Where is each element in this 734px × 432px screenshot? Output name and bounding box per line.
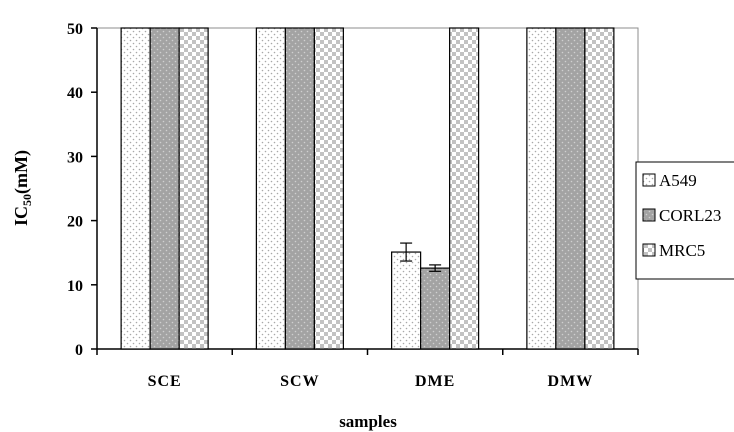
y-tick-label: 40 <box>67 85 83 102</box>
y-tick-label: 10 <box>67 278 83 295</box>
y-axis-ticks: 0 10 20 30 40 50 <box>67 21 97 359</box>
y-tick-label: 50 <box>67 21 83 38</box>
x-tick-label: DME <box>415 373 455 390</box>
legend-label-corl23: CORL23 <box>659 206 721 225</box>
bar-mrc5-scw <box>313 27 344 350</box>
bar-corl23-dme <box>420 267 451 350</box>
legend-label-mrc5: MRC5 <box>659 241 705 260</box>
bar-a549-dme <box>391 251 422 350</box>
legend-swatch-a549 <box>642 173 656 187</box>
error-bar-a549-dme <box>400 242 413 262</box>
y-tick-label: 30 <box>67 149 83 166</box>
bar-mrc5-dmw <box>584 27 615 350</box>
y-tick-label: 0 <box>75 342 83 359</box>
bars <box>120 27 615 350</box>
bar-a549-scw <box>255 27 286 350</box>
y-axis-title: IC50(mM) <box>11 150 34 226</box>
bar-corl23-sce <box>149 27 180 350</box>
x-axis-ticks: SCE SCW DME DMW <box>96 349 639 390</box>
legend-swatch-mrc5 <box>642 243 656 257</box>
bar-a549-sce <box>120 27 151 350</box>
x-tick-label: SCE <box>148 373 182 390</box>
x-tick-label: DMW <box>548 373 594 390</box>
x-tick-label: SCW <box>280 373 319 390</box>
bar-corl23-scw <box>284 27 315 350</box>
legend: A549 CORL23 MRC5 <box>635 161 734 280</box>
bar-corl23-dmw <box>555 27 586 350</box>
legend-label-a549: A549 <box>659 171 697 190</box>
error-bars <box>400 242 442 272</box>
error-bar-corl23-dme <box>429 264 442 272</box>
bar-a549-dmw <box>526 27 557 350</box>
bar-mrc5-dme <box>449 27 480 350</box>
y-tick-label: 20 <box>67 214 83 231</box>
x-axis-title: samples <box>339 412 397 431</box>
bar-mrc5-sce <box>178 27 209 350</box>
legend-swatch-corl23 <box>642 208 656 222</box>
